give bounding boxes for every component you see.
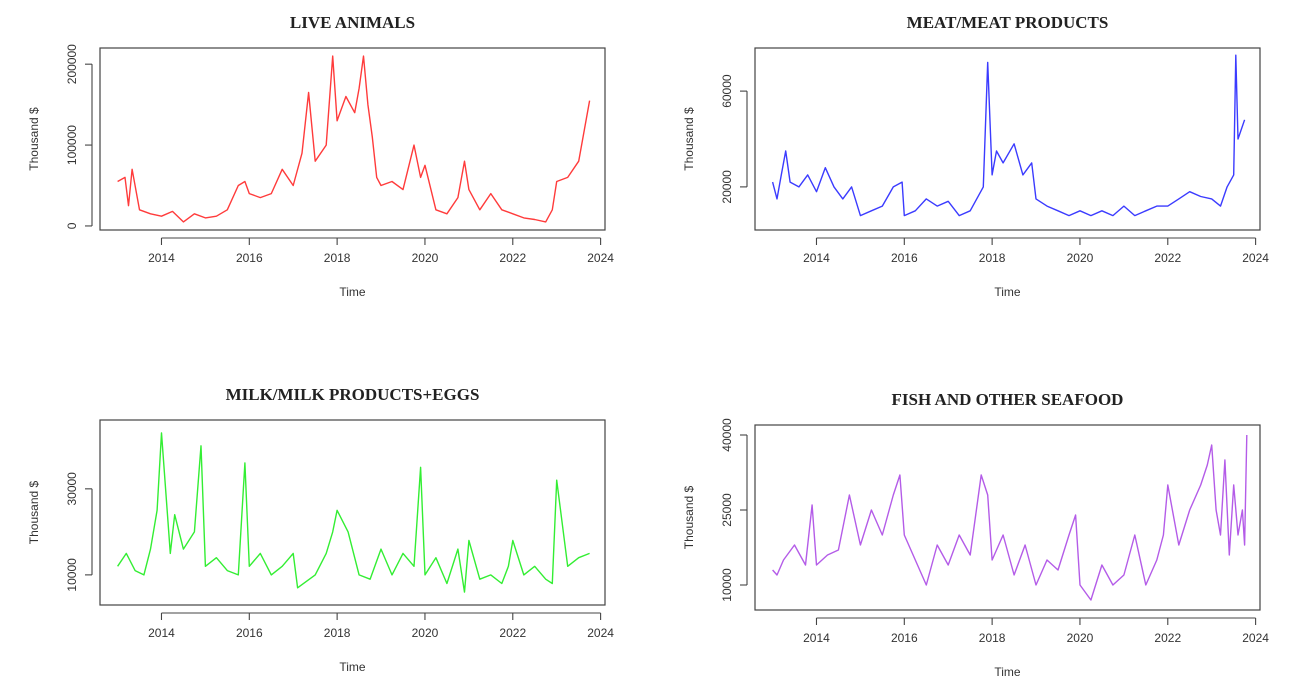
- x-tick-label: 2014: [803, 251, 830, 265]
- x-tick-label: 2018: [979, 251, 1006, 265]
- series-line: [117, 55, 591, 223]
- chart-title: MEAT/MEAT PRODUCTS: [907, 13, 1109, 32]
- plot-frame: [754, 424, 1261, 611]
- x-tick-label: 2016: [891, 251, 918, 265]
- plot-frame: [99, 47, 606, 231]
- chart-panel-3: MILK/MILK PRODUCTS+EGGS 2014 2016 2018 2020 2…: [27, 385, 614, 674]
- x-axis-label: Time: [339, 285, 366, 299]
- chart-title: FISH AND OTHER SEAFOOD: [892, 390, 1124, 409]
- x-tick-label: 2014: [803, 631, 830, 645]
- x-axis-label: Time: [994, 285, 1021, 299]
- y-tick-label: 40000: [720, 418, 734, 452]
- x-tick-label: 2024: [587, 251, 614, 265]
- y-tick-label: 200000: [65, 44, 79, 84]
- x-tick-label: 2014: [148, 626, 175, 640]
- x-tick-label: 2016: [891, 631, 918, 645]
- x-tick-label: 2024: [587, 626, 614, 640]
- y-tick-label: 10000: [65, 558, 79, 592]
- y-tick-label: 0: [65, 222, 79, 229]
- x-tick-label: 2016: [236, 251, 263, 265]
- chart-panel-1: LIVE ANIMALS 2014 2016 2018 2020 2022 2024 Time…: [27, 13, 614, 299]
- x-tick-label: 2018: [979, 631, 1006, 645]
- plot-frame: [754, 47, 1261, 231]
- x-tick-label: 2020: [412, 626, 439, 640]
- chart-title: MILK/MILK PRODUCTS+EGGS: [226, 385, 480, 404]
- x-tick-label: 2018: [324, 626, 351, 640]
- chart-panel-2: MEAT/MEAT PRODUCTS 2014 2016 2018 2020 2022 20…: [682, 13, 1269, 299]
- series-line: [772, 434, 1248, 601]
- x-tick-label: 2022: [499, 626, 526, 640]
- y-axis-label: Thousand $: [27, 480, 41, 544]
- x-tick-label: 2014: [148, 251, 175, 265]
- x-axis-label: Time: [994, 665, 1021, 679]
- x-axis-label: Time: [339, 660, 366, 674]
- plot-frame: [99, 419, 606, 606]
- x-tick-label: 2016: [236, 626, 263, 640]
- y-axis-label: Thousand $: [682, 485, 696, 549]
- x-tick-label: 2022: [1154, 631, 1181, 645]
- chart-panel-4: FISH AND OTHER SEAFOOD 2014 2016 2018 2020 20…: [682, 390, 1269, 679]
- x-tick-label: 2018: [324, 251, 351, 265]
- y-tick-label: 60000: [720, 74, 734, 108]
- y-tick-label: 100000: [65, 125, 79, 165]
- series-line: [117, 432, 590, 593]
- x-tick-label: 2020: [412, 251, 439, 265]
- x-tick-label: 2020: [1067, 251, 1094, 265]
- x-tick-label: 2024: [1242, 631, 1269, 645]
- series-line: [771, 54, 1246, 217]
- y-tick-label: 30000: [65, 472, 79, 506]
- y-tick-label: 25000: [720, 493, 734, 527]
- x-tick-label: 2022: [1154, 251, 1181, 265]
- y-axis-label: Thousand $: [27, 107, 41, 171]
- y-axis-label: Thousand $: [682, 107, 696, 171]
- x-tick-label: 2022: [499, 251, 526, 265]
- x-tick-label: 2020: [1067, 631, 1094, 645]
- y-tick-label: 20000: [720, 170, 734, 204]
- y-tick-label: 10000: [720, 568, 734, 602]
- x-tick-label: 2024: [1242, 251, 1269, 265]
- chart-title: LIVE ANIMALS: [290, 13, 415, 32]
